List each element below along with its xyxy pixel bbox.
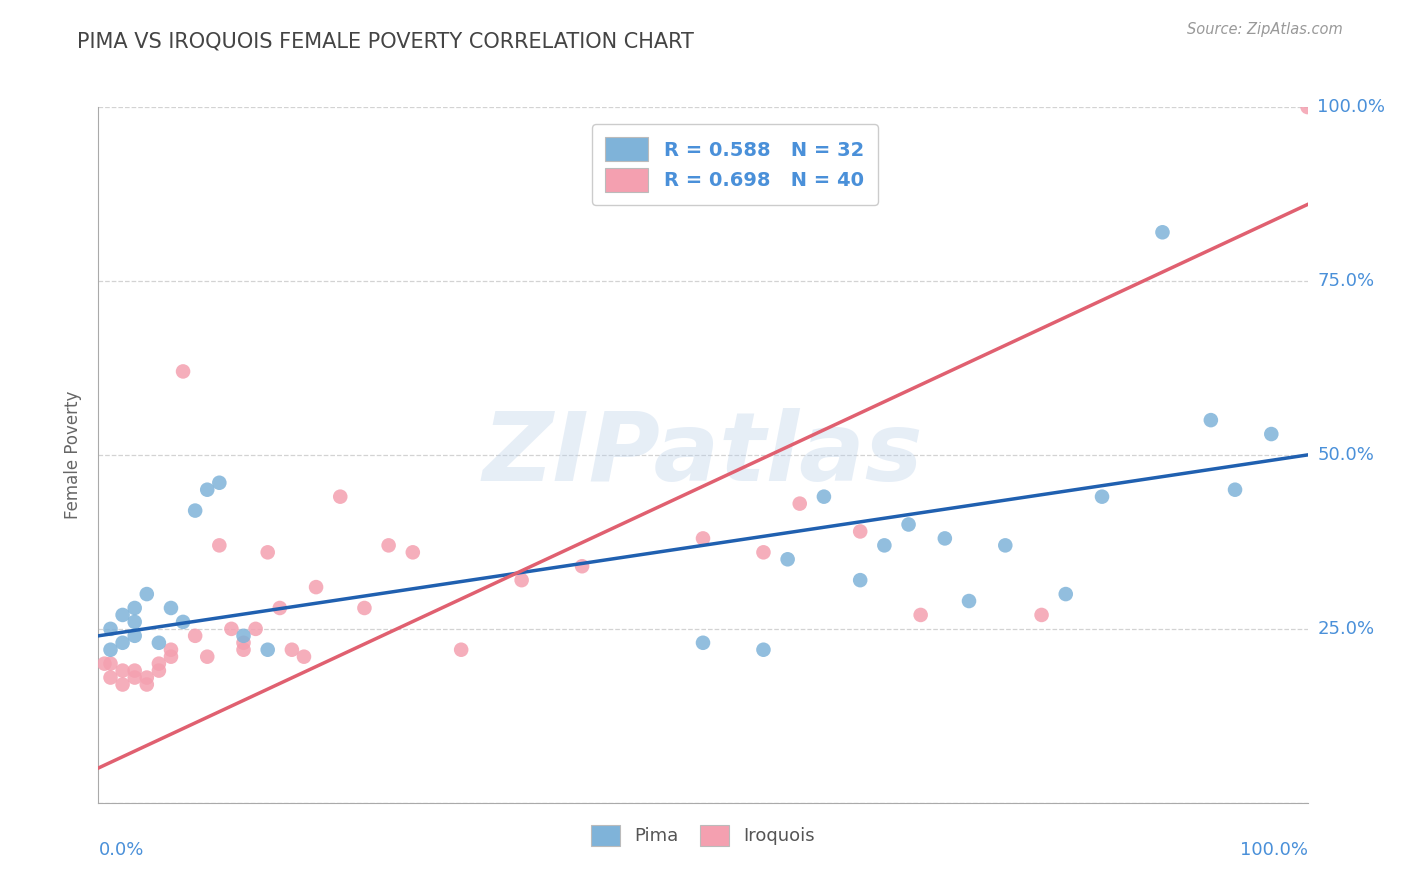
Point [232, 629, 254, 643]
Point [1260, 427, 1282, 442]
Point [849, 573, 872, 587]
Point [329, 490, 352, 504]
Point [135, 587, 157, 601]
Point [100, 657, 122, 671]
Point [124, 671, 146, 685]
Point [135, 677, 157, 691]
Point [910, 607, 932, 622]
Text: 0.0%: 0.0% [98, 841, 143, 859]
Point [160, 649, 183, 664]
Point [813, 490, 835, 504]
Text: 75.0%: 75.0% [1317, 272, 1375, 290]
Point [245, 622, 267, 636]
Point [752, 642, 775, 657]
Point [148, 664, 170, 678]
Point [450, 642, 472, 657]
Point [1031, 607, 1053, 622]
Point [160, 601, 183, 615]
Point [897, 517, 920, 532]
Text: PIMA VS IROQUOIS FEMALE POVERTY CORRELATION CHART: PIMA VS IROQUOIS FEMALE POVERTY CORRELAT… [77, 31, 695, 51]
Point [172, 615, 194, 629]
Text: 100.0%: 100.0% [1240, 841, 1308, 859]
Point [172, 364, 194, 378]
Point [221, 622, 243, 636]
Point [124, 615, 146, 629]
Point [195, 483, 218, 497]
Text: ZIPatlas: ZIPatlas [482, 409, 924, 501]
Point [789, 497, 811, 511]
Point [124, 664, 146, 678]
Point [1296, 100, 1319, 114]
Point [256, 545, 278, 559]
Point [100, 671, 122, 685]
Point [402, 545, 425, 559]
Point [148, 636, 170, 650]
Point [160, 642, 183, 657]
Point [353, 601, 375, 615]
Point [776, 552, 799, 566]
Point [692, 636, 714, 650]
Point [195, 649, 218, 664]
Point [1054, 587, 1077, 601]
Point [124, 601, 146, 615]
Point [377, 538, 399, 552]
Point [510, 573, 533, 587]
Text: 50.0%: 50.0% [1317, 446, 1374, 464]
Point [256, 642, 278, 657]
Point [148, 657, 170, 671]
Point [100, 642, 122, 657]
Point [184, 503, 207, 517]
Point [208, 475, 231, 490]
Point [1152, 225, 1174, 239]
Point [1223, 483, 1246, 497]
Point [111, 677, 134, 691]
Text: 100.0%: 100.0% [1317, 98, 1385, 116]
Point [111, 607, 134, 622]
Point [184, 629, 207, 643]
Point [752, 545, 775, 559]
Point [957, 594, 980, 608]
Point [305, 580, 328, 594]
Point [232, 636, 254, 650]
Point [1091, 490, 1114, 504]
Point [93, 657, 115, 671]
Text: Source: ZipAtlas.com: Source: ZipAtlas.com [1187, 22, 1343, 37]
Text: 25.0%: 25.0% [1317, 620, 1375, 638]
Point [232, 642, 254, 657]
Point [124, 629, 146, 643]
Point [849, 524, 872, 539]
Point [269, 601, 291, 615]
Point [994, 538, 1017, 552]
Point [571, 559, 593, 574]
Y-axis label: Female Poverty: Female Poverty [65, 391, 83, 519]
Point [873, 538, 896, 552]
Point [292, 649, 315, 664]
Point [934, 532, 956, 546]
Point [208, 538, 231, 552]
Point [135, 671, 157, 685]
Point [111, 636, 134, 650]
Legend: Pima, Iroquois: Pima, Iroquois [583, 818, 823, 853]
Point [100, 622, 122, 636]
Point [281, 642, 304, 657]
Point [692, 532, 714, 546]
Point [1199, 413, 1222, 427]
Point [111, 664, 134, 678]
